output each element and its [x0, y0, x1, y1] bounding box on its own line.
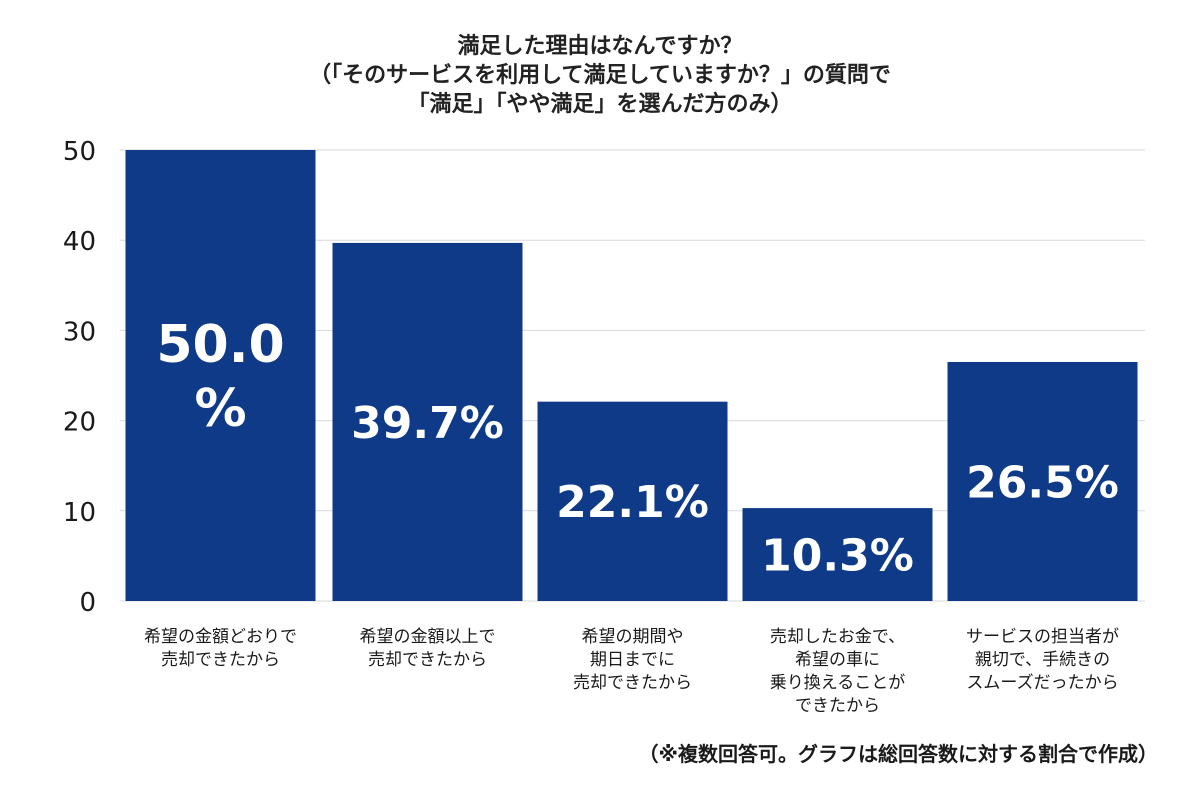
y-tick-label: 10 — [63, 498, 96, 528]
x-category-label-line: 期日までに — [590, 650, 675, 670]
x-category-label-line: 希望の金額どおりで — [144, 627, 297, 647]
x-category-label: 希望の期間や 期日までに売却できたから — [533, 626, 733, 695]
y-tick-label: 30 — [63, 317, 96, 347]
x-category-label-line: 希望の期間や — [581, 627, 684, 647]
footnote: （※複数回答可。グラフは総回答数に対する割合で作成） — [638, 742, 1158, 766]
chart-title: 満足した理由はなんですか？ （「そのサービスを利用して満足していますか？」の質問… — [0, 32, 1200, 119]
x-category-label: 希望の金額どおりで 売却できたから — [121, 626, 321, 672]
x-category-label-line: 親切で、手続きの — [974, 650, 1111, 670]
bar — [537, 401, 728, 601]
chart-title-line-2: （「そのサービスを利用して満足していますか？」の質問で — [309, 63, 891, 88]
bar-value-label: 39.7% — [351, 398, 504, 449]
chart-title-line-1: 満足した理由はなんですか？ — [457, 34, 743, 59]
x-category-label-line: 売却したお金で、 — [769, 627, 906, 647]
bar-value-label: 50.0 — [156, 315, 284, 375]
bar-value-label: % — [194, 379, 246, 439]
bar — [332, 242, 523, 601]
bar — [742, 508, 933, 601]
x-category-label-line: 売却できたから — [368, 650, 487, 670]
x-category-label-line: スムーズだったから — [966, 673, 1119, 693]
bar — [125, 150, 316, 601]
chart-title-line-3: 「満足」「やや満足」を選んだ方のみ） — [407, 92, 793, 117]
x-category-label: 売却したお金で、 希望の車に乗り換えることが できたから — [738, 626, 938, 718]
y-tick-label: 40 — [63, 227, 96, 257]
x-category-label-line: できたから — [795, 696, 880, 716]
y-tick-label: 20 — [63, 408, 96, 438]
y-tick-label: 50 — [63, 137, 96, 167]
x-category-label-line: 売却できたから — [161, 650, 280, 670]
bar-value-label: 22.1% — [556, 477, 709, 528]
x-category-label-line: サービスの担当者が — [966, 627, 1119, 647]
x-category-label: サービスの担当者が 親切で、手続きの スムーズだったから — [943, 626, 1143, 695]
x-category-label-line: 乗り換えることが — [769, 673, 906, 693]
y-tick-label: 0 — [79, 588, 96, 618]
x-category-label-line: 売却できたから — [573, 673, 692, 693]
bar-value-label: 10.3% — [761, 530, 914, 581]
x-category-label-line: 希望の金額以上で — [359, 627, 496, 647]
bar — [947, 361, 1138, 601]
x-category-label-line: 希望の車に — [795, 650, 880, 670]
x-category-label: 希望の金額以上で 売却できたから — [328, 626, 528, 672]
bar-value-label: 26.5% — [966, 457, 1119, 508]
